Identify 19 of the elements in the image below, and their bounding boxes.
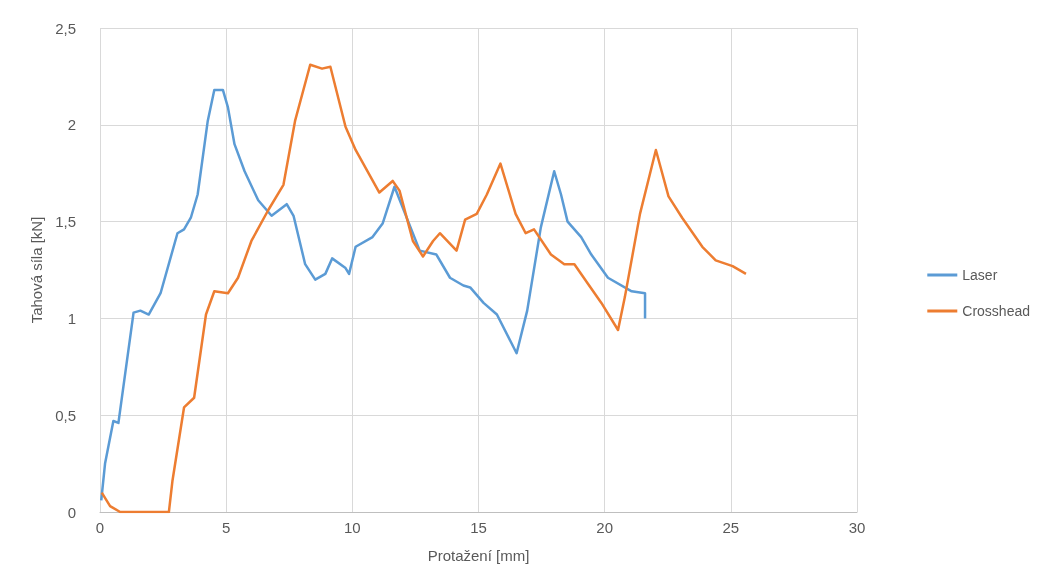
y-tick-label: 2,5	[55, 19, 76, 37]
y-axis-title: Tahová síla [kN]	[28, 216, 46, 324]
x-tick-label: 20	[596, 519, 614, 536]
y-tick-label: 1,5	[55, 213, 76, 231]
x-axis-title: Protažení [mm]	[427, 547, 530, 564]
legend-label: Laser	[962, 267, 998, 283]
x-tick-label: 10	[343, 519, 361, 536]
x-tick-label: 25	[722, 519, 740, 536]
x-tick-label: 15	[470, 519, 487, 536]
x-tick-label: 5	[221, 519, 231, 536]
legend-label: Crosshead	[962, 303, 1030, 319]
x-tick-label: 0	[95, 519, 105, 536]
line-series	[100, 63, 748, 514]
x-tick-label: 30	[848, 519, 866, 536]
y-tick-label: 1	[67, 309, 76, 327]
line-series	[100, 88, 647, 502]
y-tick-label: 2	[67, 116, 76, 134]
y-tick-label: 0,5	[55, 406, 76, 424]
y-tick-label: 0	[67, 503, 76, 521]
